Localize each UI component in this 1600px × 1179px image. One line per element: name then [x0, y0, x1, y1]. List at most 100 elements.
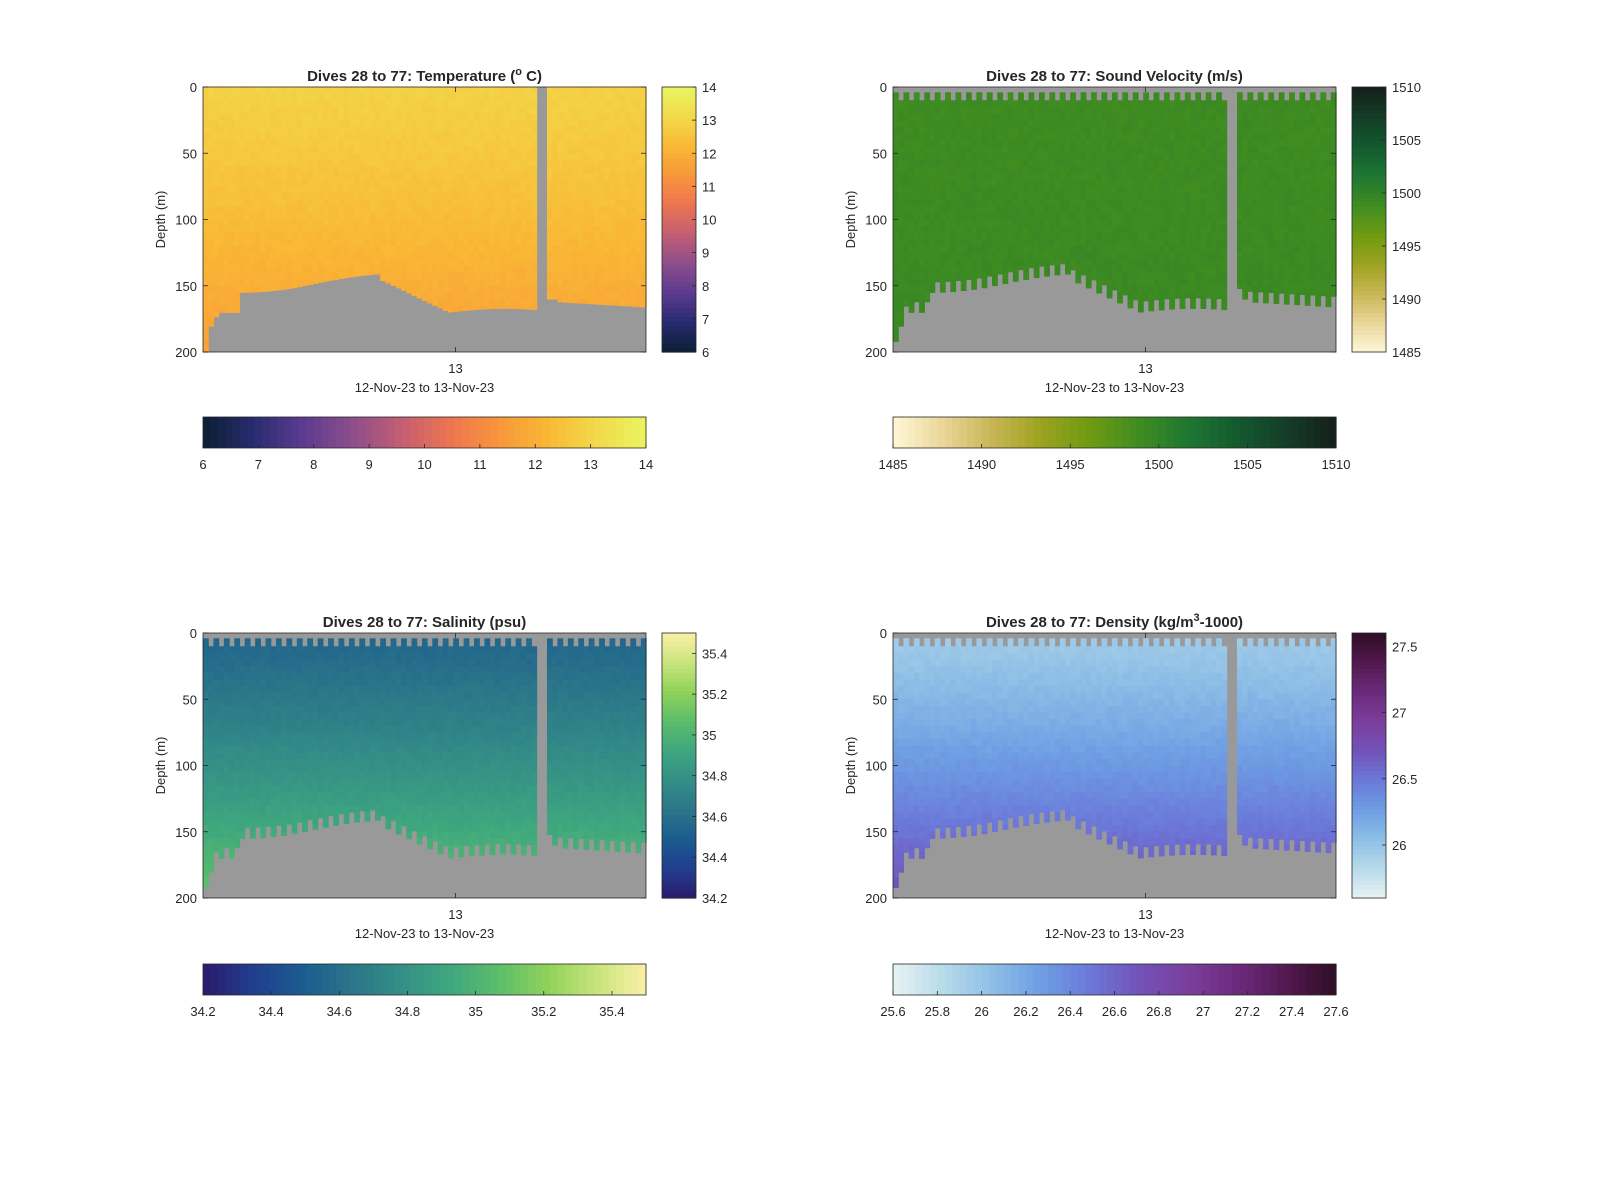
heatmap-cell: [955, 239, 962, 247]
heatmap-cell: [614, 239, 621, 247]
heatmap-cell: [385, 279, 392, 284]
heatmap-cell: [380, 246, 387, 254]
heatmap-cell: [981, 199, 988, 207]
heatmap-cell: [898, 113, 905, 121]
heatmap-cell: [395, 159, 402, 168]
heatmap-cell: [1101, 106, 1108, 115]
heatmap-cell: [1064, 239, 1071, 247]
heatmap-cell: [619, 239, 626, 247]
heatmap-cell: [510, 252, 517, 260]
heatmap-cell: [992, 259, 998, 267]
heatmap-cell: [229, 252, 235, 260]
heatmap-cell: [208, 285, 215, 293]
heatmap-cell: [437, 146, 444, 154]
heatmap-cell: [1148, 186, 1155, 194]
heatmap-cell: [328, 120, 334, 128]
heatmap-cell: [992, 279, 998, 287]
heatmap-cell: [1137, 206, 1144, 214]
heatmap-cell: [312, 159, 319, 168]
heatmap-cell: [903, 193, 910, 201]
heatmap-cell: [955, 120, 962, 128]
heatmap-cell: [317, 186, 324, 194]
heatmap-cell: [981, 140, 988, 148]
heatmap-cell: [1002, 106, 1009, 115]
heatmap-cell: [939, 106, 946, 115]
heatmap-cell: [229, 100, 235, 108]
heatmap-cell: [421, 246, 428, 254]
heatmap-cell: [343, 166, 350, 174]
heatmap-cell: [281, 212, 287, 221]
heatmap-cell: [218, 265, 225, 274]
heatmap-cell: [997, 113, 1004, 121]
heatmap-cell: [1018, 239, 1024, 247]
heatmap-cell: [333, 93, 340, 101]
heatmap-cell: [249, 87, 256, 95]
heatmap-cell: [971, 159, 977, 168]
heatmap-cell: [307, 173, 314, 181]
heatmap-cell: [1205, 193, 1212, 201]
heatmap-cell: [604, 113, 611, 121]
heatmap-cell: [359, 226, 366, 234]
heatmap-cell: [945, 113, 951, 121]
heatmap-cell: [374, 206, 381, 214]
heatmap-cell: [1096, 232, 1103, 240]
heatmap-cell: [1184, 179, 1191, 187]
heatmap-cell: [1132, 239, 1139, 247]
heatmap-cell: [437, 159, 444, 168]
heatmap-cell: [223, 259, 230, 267]
heatmap-cell: [411, 239, 418, 247]
heatmap-cell: [421, 146, 428, 154]
heatmap-cell: [1205, 140, 1212, 148]
heatmap-cell: [234, 186, 241, 194]
heatmap-cell: [229, 146, 235, 154]
heatmap-cell: [1012, 133, 1019, 141]
heatmap-cell: [364, 219, 371, 227]
colorbar-segment: [662, 87, 696, 93]
heatmap-cell: [1263, 159, 1269, 168]
heatmap-cell: [270, 146, 277, 154]
heatmap-cell: [609, 153, 616, 161]
heatmap-cell: [965, 219, 972, 227]
heatmap-cell: [1070, 199, 1077, 207]
heatmap-cell: [1148, 133, 1155, 141]
heatmap-cell: [354, 146, 360, 154]
heatmap-cell: [997, 166, 1004, 174]
heatmap-cell: [976, 246, 983, 254]
heatmap-cell: [338, 265, 345, 274]
heatmap-cell: [1007, 206, 1014, 214]
heatmap-cell: [635, 93, 642, 101]
heatmap-cell: [1257, 239, 1264, 247]
heatmap-cell: [1242, 126, 1248, 134]
heatmap-cell: [955, 259, 962, 267]
heatmap-cell: [1111, 126, 1118, 134]
heatmap-cell: [1257, 232, 1264, 240]
heatmap-cell: [208, 279, 215, 287]
heatmap-cell: [348, 146, 355, 154]
heatmap-cell: [447, 166, 454, 174]
heatmap-cell: [997, 246, 1004, 254]
heatmap-cell: [965, 173, 972, 181]
heatmap-cell: [1132, 292, 1139, 300]
heatmap-cell: [239, 126, 246, 134]
heatmap-cell: [223, 100, 230, 108]
heatmap-cell: [421, 232, 428, 240]
heatmap-cell: [1080, 153, 1087, 161]
heatmap-cell: [442, 166, 449, 174]
heatmap-cell: [1044, 232, 1050, 240]
heatmap-cell: [307, 272, 314, 280]
heatmap-cell: [531, 146, 538, 154]
heatmap-cell: [924, 246, 931, 254]
heatmap-cell: [489, 285, 496, 293]
heatmap-cell: [531, 279, 538, 287]
heatmap-cell: [976, 252, 983, 260]
heatmap-cell: [1122, 166, 1129, 174]
heatmap-cell: [557, 226, 564, 234]
heatmap-cell: [1263, 106, 1269, 115]
heatmap-cell: [1210, 113, 1217, 121]
heatmap-cell: [453, 239, 459, 247]
heatmap-cell: [510, 186, 517, 194]
heatmap-cell: [500, 206, 506, 214]
heatmap-cell: [609, 120, 616, 128]
heatmap-cell: [1153, 246, 1160, 254]
heatmap-cell: [286, 259, 293, 267]
